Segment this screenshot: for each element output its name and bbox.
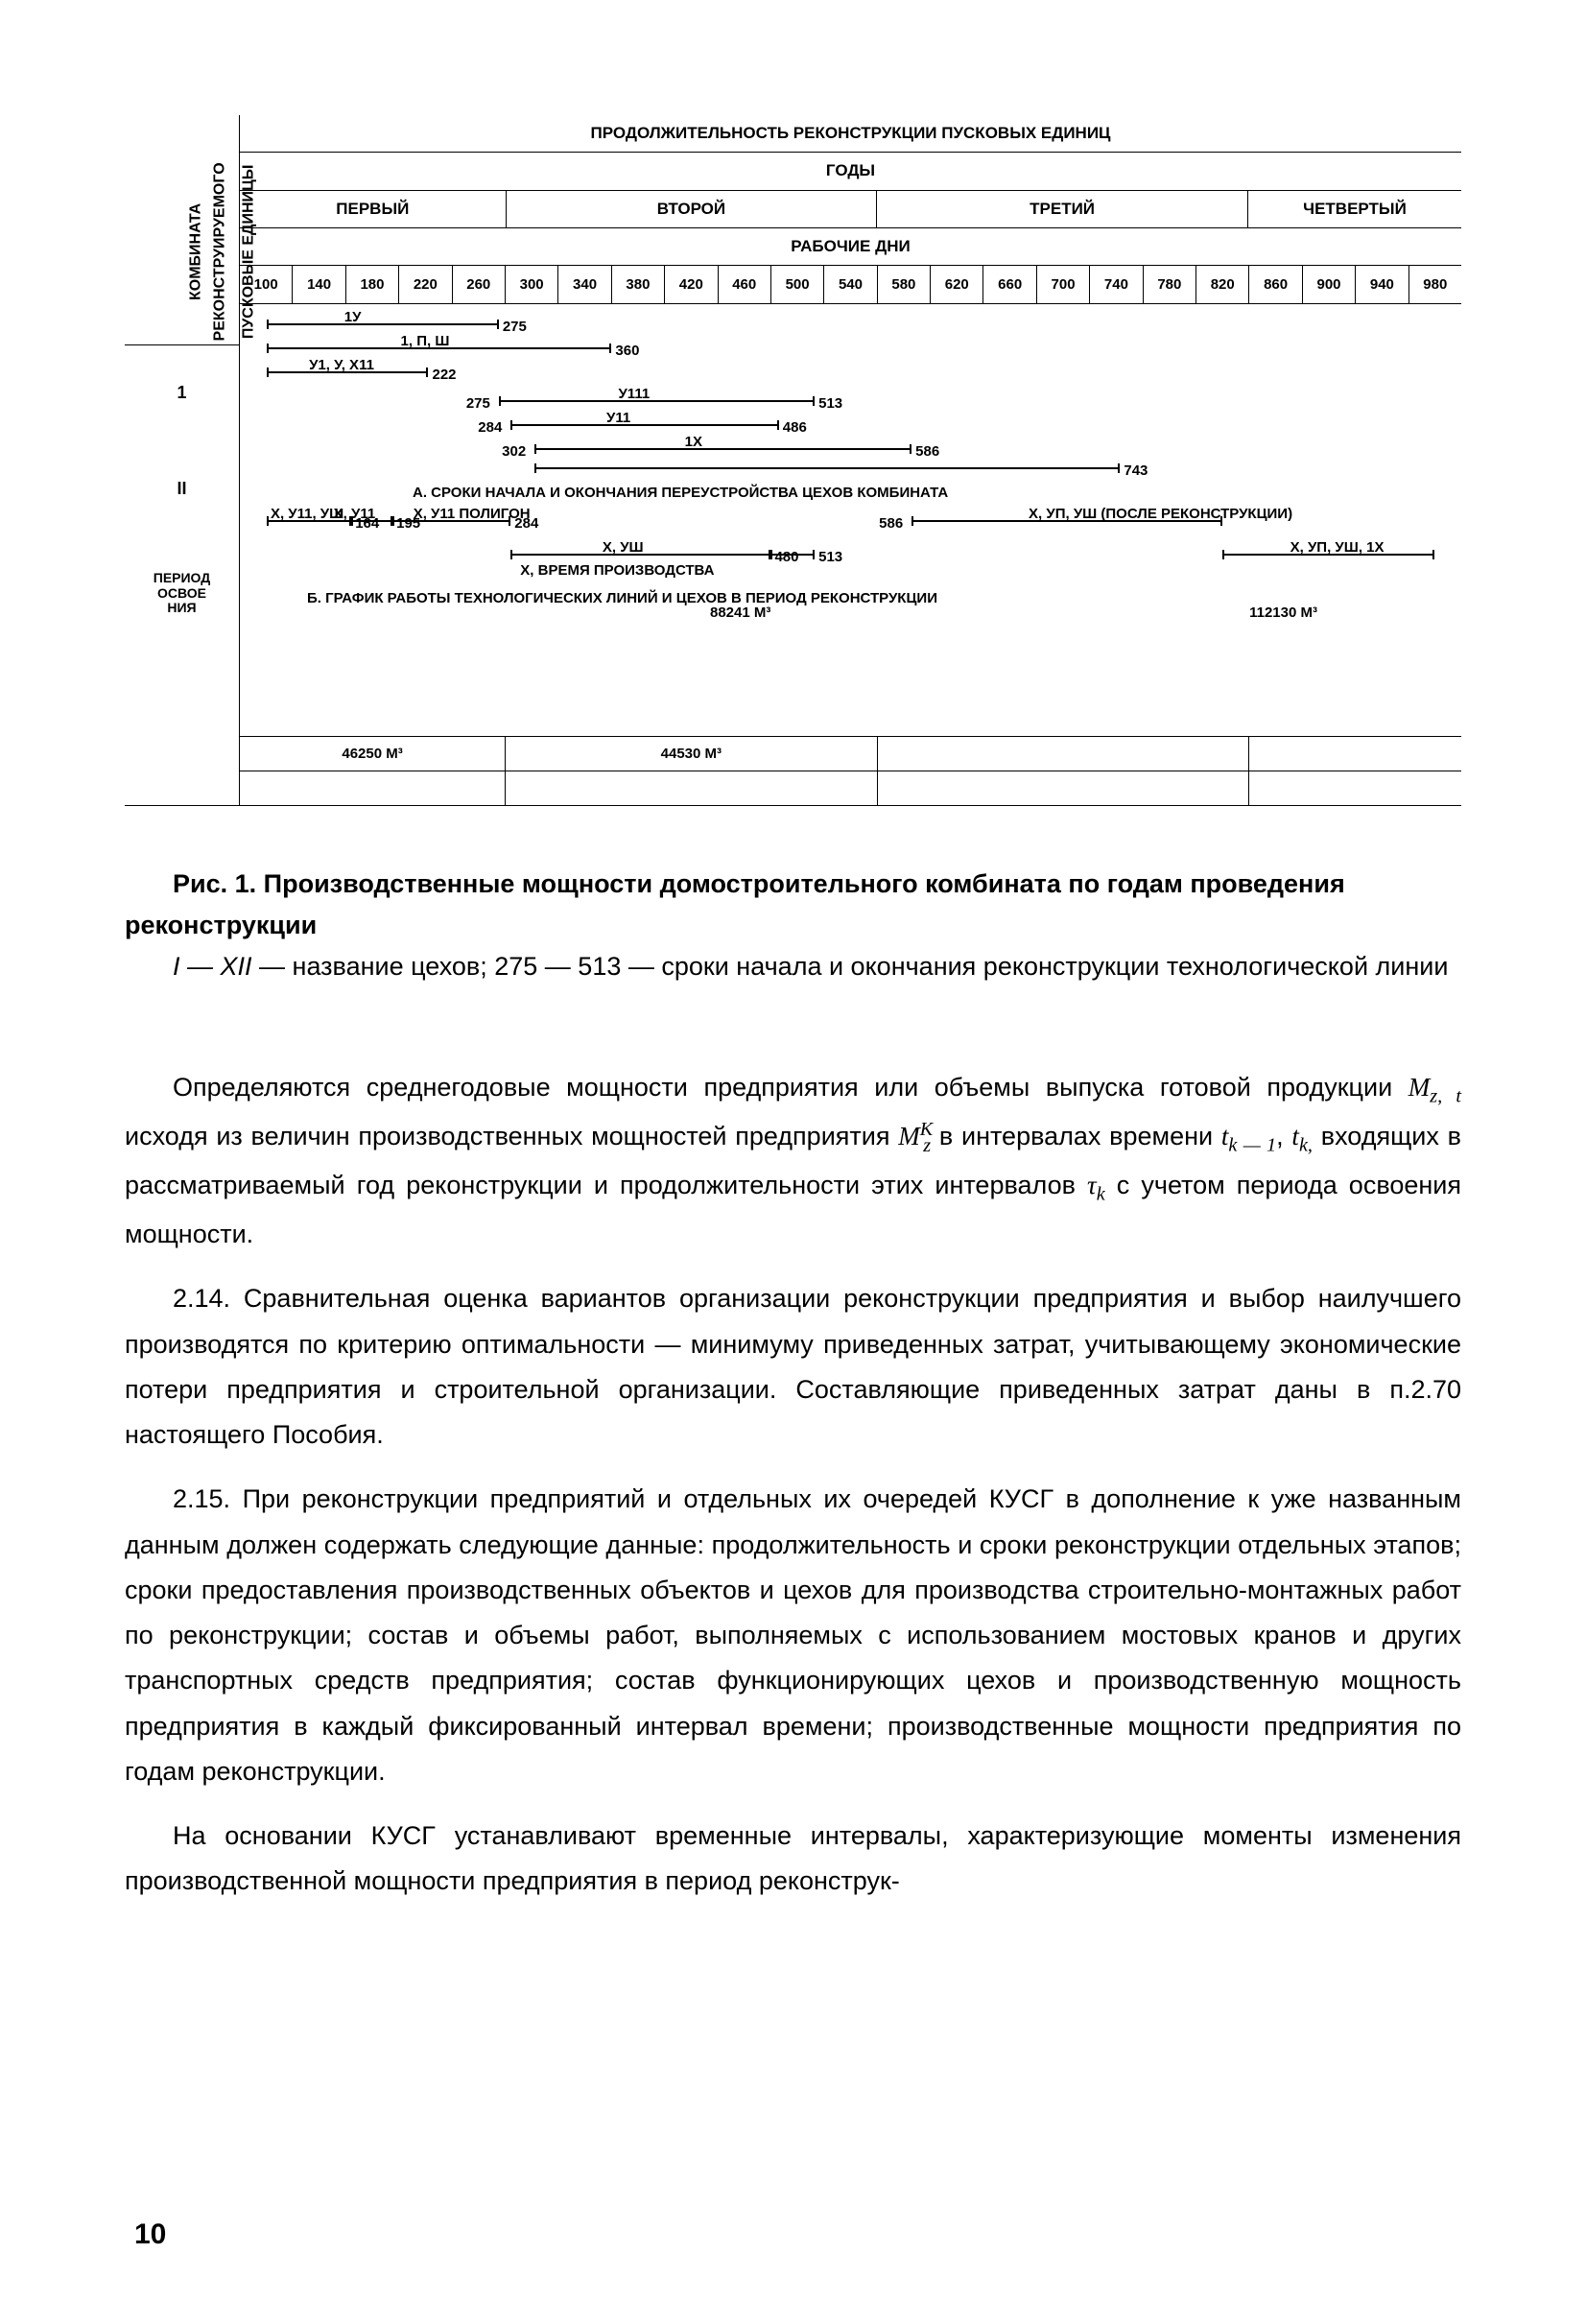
bar-start-label: 302: [502, 440, 526, 462]
fig-legend-b: — название цехов; 275 — 513 — сроки нача…: [252, 952, 1449, 981]
bar-end-label: 586: [915, 440, 939, 462]
bar-start-label: 275: [466, 392, 490, 415]
tick: 460: [719, 266, 771, 304]
year-2: ВТОРОЙ: [507, 191, 878, 228]
bar-end-label: 275: [503, 316, 527, 338]
tick: 580: [878, 266, 931, 304]
gantt-bar: [770, 554, 815, 556]
bar-label: У111: [618, 383, 650, 405]
page-number: 10: [134, 2213, 166, 2258]
tick: 540: [824, 266, 877, 304]
tick: 980: [1409, 266, 1461, 304]
figure-caption: Рис. 1. Производственные мощности домост…: [125, 864, 1461, 988]
gantt-bar: [510, 424, 779, 426]
gantt-bar: [534, 467, 1120, 469]
tick: 420: [665, 266, 718, 304]
output-1: 46250 М³: [240, 737, 506, 771]
tick: 940: [1356, 266, 1408, 304]
bar-label: У11: [606, 407, 630, 429]
tick: 900: [1303, 266, 1356, 304]
bar-end-label: 284: [514, 512, 538, 534]
year-1: ПЕРВЫЙ: [240, 191, 507, 228]
body-text: Определяются среднегодовые мощности пред…: [125, 1065, 1461, 1905]
header-title: ПРОДОЛЖИТЕЛЬНОСТЬ РЕКОНСТРУКЦИИ ПУСКОВЫХ…: [240, 115, 1461, 153]
output-3: 88241 М³: [710, 602, 770, 624]
bar-label: 1X: [685, 431, 702, 453]
row-label-2: II: [177, 476, 186, 503]
bar-label: У1, У, X11: [309, 354, 374, 376]
section-b-title: Б. ГРАФИК РАБОТЫ ТЕХНОЛОГИЧЕСКИХ ЛИНИЙ И…: [307, 587, 937, 609]
tick: 500: [771, 266, 824, 304]
bar-end-label: 480: [774, 546, 798, 568]
year-4: ЧЕТВЕРТЫЙ: [1248, 191, 1461, 228]
gantt-bar: [534, 448, 911, 450]
chart-plot-area: А. СРОКИ НАЧАЛА И ОКОНЧАНИЯ ПЕРЕУСТРОЙСТ…: [240, 304, 1461, 736]
bar-label: X, УП, УШ, 1X: [1290, 536, 1385, 558]
chart-body-container: ПРОДОЛЖИТЕЛЬНОСТЬ РЕКОНСТРУКЦИИ ПУСКОВЫХ…: [240, 115, 1461, 805]
bar-label: X, У11 ПОЛИГОН: [414, 503, 531, 525]
tick: 340: [558, 266, 611, 304]
bar-start-label: 586: [879, 512, 903, 534]
year-3: ТРЕТИЙ: [877, 191, 1248, 228]
row-label-1: 1: [177, 380, 186, 407]
axis-label-3: КОМБИНАТА: [185, 141, 209, 362]
output-2: 44530 М³: [506, 737, 878, 771]
gantt-bar: [499, 400, 815, 402]
bar-sub-label: X, ВРЕМЯ ПРОИЗВОДСТВА: [520, 559, 714, 581]
bar-end-label: 513: [818, 546, 842, 568]
tick: 780: [1144, 266, 1196, 304]
paragraph-2-14: 2.14. Сравнительная оценка вариантов орг…: [125, 1276, 1461, 1458]
tick: 700: [1037, 266, 1090, 304]
bar-end-label: 513: [818, 392, 842, 415]
paragraph-2-15: 2.15. При реконструкции предприятий и от…: [125, 1477, 1461, 1794]
row-label-osv: ПЕРИОДОСВОЕНИЯ: [154, 571, 210, 615]
fig-number: Рис. 1.: [173, 869, 256, 898]
tick: 380: [612, 266, 665, 304]
fig-legend-a: I — XII: [173, 952, 252, 981]
gantt-chart: ПУСКОВЫЕ ЕДИНИЦЫ РЕКОНСТРУИРУЕМОГО КОМБИ…: [125, 115, 1461, 806]
paragraph-cont: На основании КУСГ устанавливают временны…: [125, 1814, 1461, 1905]
bar-end-label: 360: [615, 340, 639, 362]
chart-left-axis: ПУСКОВЫЕ ЕДИНИЦЫ РЕКОНСТРУИРУЕМОГО КОМБИ…: [125, 115, 240, 805]
output-4: 112130 М³: [1249, 602, 1317, 624]
gantt-bar: [267, 323, 499, 325]
output-row-1: 46250 М³ 44530 М³: [240, 736, 1461, 771]
paragraph-intro: Определяются среднегодовые мощности пред…: [125, 1065, 1461, 1258]
tick: 180: [346, 266, 399, 304]
output-row-2: [240, 771, 1461, 805]
tick: 820: [1196, 266, 1249, 304]
tick: 620: [931, 266, 983, 304]
bar-label: X, УП, УШ (ПОСЛЕ РЕКОНСТРУКЦИИ): [1029, 503, 1292, 525]
section-a-title: А. СРОКИ НАЧАЛА И ОКОНЧАНИЯ ПЕРЕУСТРОЙСТ…: [413, 482, 948, 504]
fig-title: Производственные мощности домостроительн…: [125, 869, 1345, 939]
bar-label: 1У: [344, 306, 362, 328]
axis-label-2: РЕКОНСТРУИРУЕМОГО: [209, 141, 233, 362]
tick: 300: [506, 266, 558, 304]
bar-end-label: 222: [432, 364, 456, 386]
bar-label: 1, П, Ш: [401, 330, 450, 352]
bar-label: X, У11: [334, 503, 376, 525]
years-title: ГОДЫ: [240, 153, 1461, 190]
tick: 860: [1249, 266, 1302, 304]
tick: 740: [1090, 266, 1143, 304]
bar-start-label: 284: [478, 416, 502, 439]
tick: 260: [453, 266, 506, 304]
tick: 140: [293, 266, 345, 304]
tick: 220: [399, 266, 452, 304]
workdays-title: РАБОЧИЕ ДНИ: [240, 228, 1461, 266]
bar-end-label: 486: [783, 416, 807, 439]
bar-end-label: 743: [1124, 460, 1148, 482]
bar-label: X, УШ: [603, 536, 644, 558]
tick: 660: [983, 266, 1036, 304]
